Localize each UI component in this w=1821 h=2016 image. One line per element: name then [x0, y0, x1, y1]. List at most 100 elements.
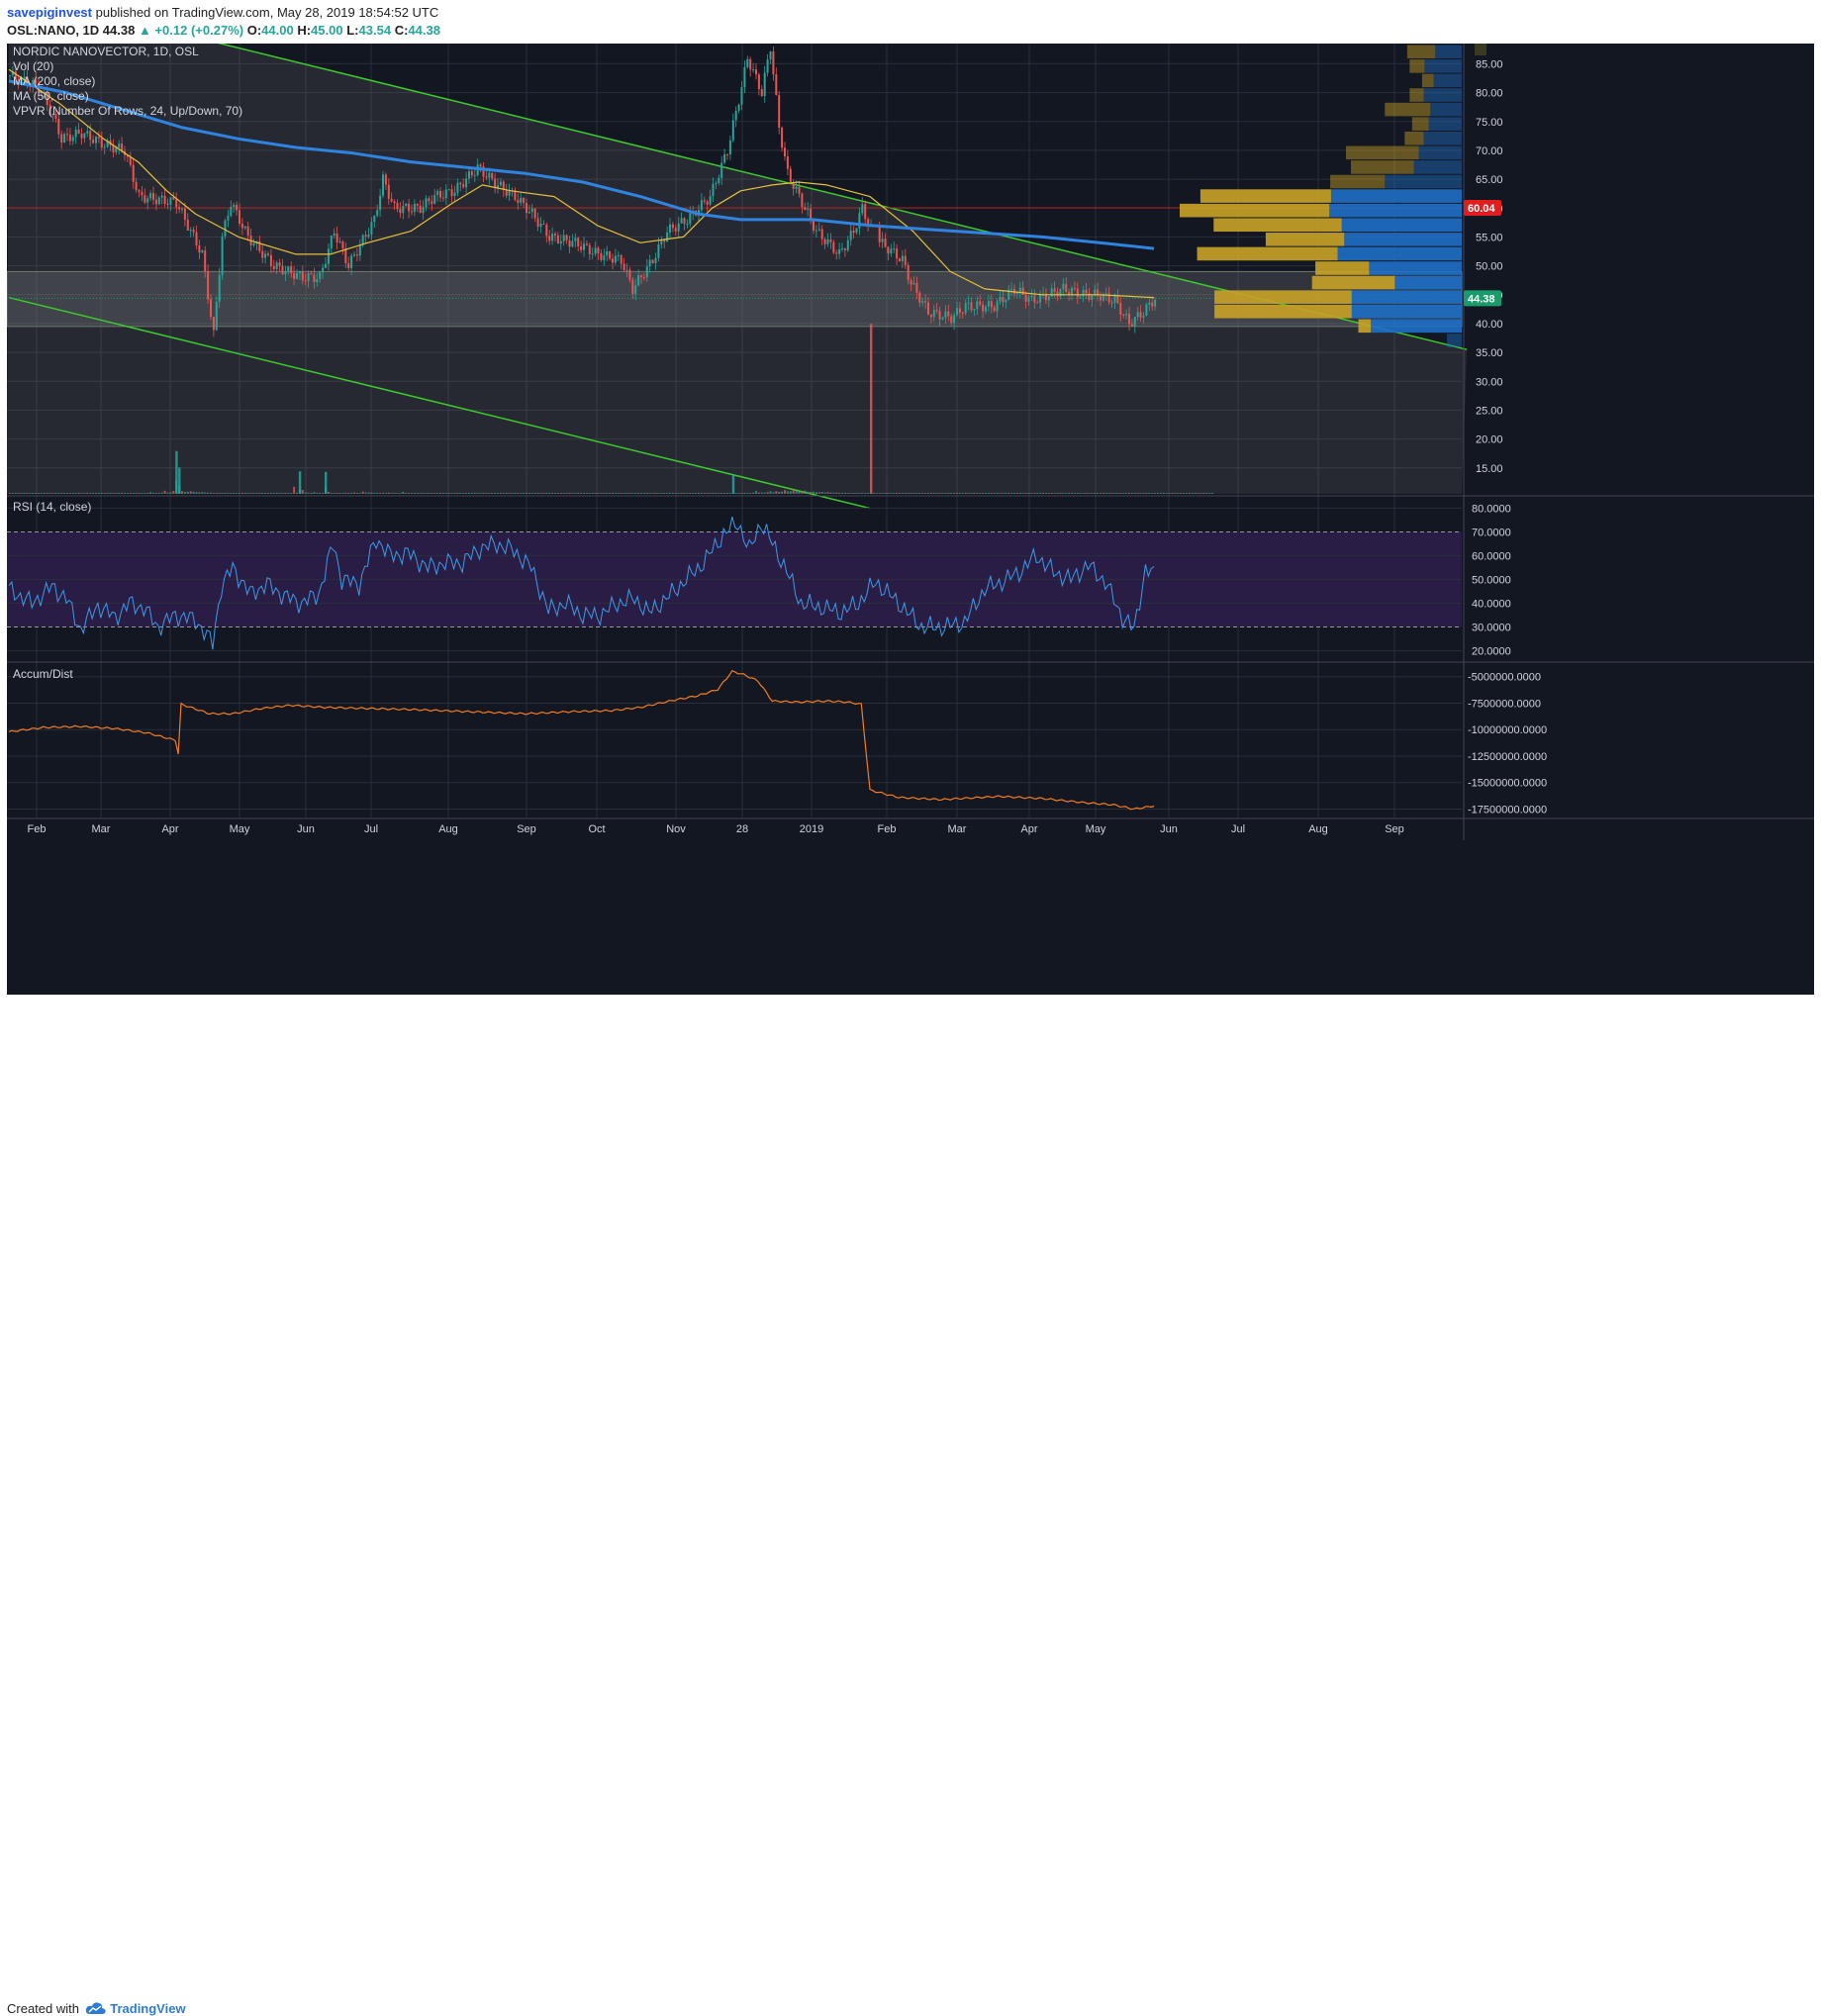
- candle-body: [499, 181, 502, 186]
- candle-body: [444, 189, 447, 199]
- volume-bar: [505, 493, 508, 494]
- candle-body: [792, 181, 795, 189]
- volume-bar: [757, 492, 760, 494]
- price-tag: [1464, 200, 1501, 217]
- candle-body: [439, 190, 441, 198]
- volume-bar: [580, 493, 583, 494]
- candle-body: [852, 231, 855, 234]
- volume-bar: [950, 493, 953, 494]
- volume-bar: [669, 493, 671, 494]
- vpvr-up-bar: [1423, 88, 1462, 102]
- candle-body: [657, 243, 660, 258]
- volume-bar: [755, 491, 757, 494]
- volume-bar: [1199, 493, 1202, 494]
- volume-spike-bar: [178, 467, 181, 494]
- publisher-link[interactable]: savepiginvest: [7, 5, 92, 20]
- volume-bar: [603, 493, 606, 494]
- candle-body: [674, 228, 677, 232]
- vpvr-down-bar: [1406, 45, 1436, 59]
- volume-bar: [215, 492, 218, 494]
- candle-body: [904, 255, 907, 265]
- volume-bar: [772, 492, 775, 494]
- volume-bar: [1168, 493, 1171, 494]
- volume-bar: [583, 493, 585, 494]
- volume-bar: [723, 493, 726, 494]
- chart-canvas[interactable]: 85.0080.0075.0070.0065.0060.0055.0050.00…: [7, 44, 1814, 995]
- volume-bar: [221, 492, 224, 494]
- volume-bar: [239, 493, 240, 494]
- candle-body: [178, 207, 181, 210]
- volume-bar: [597, 493, 600, 494]
- volume-bar: [728, 493, 731, 494]
- candle-body: [660, 240, 663, 244]
- volume-bar: [138, 493, 141, 494]
- candle-body: [843, 248, 846, 250]
- volume-bar: [447, 493, 450, 494]
- volume-bar: [542, 493, 545, 494]
- candle-body: [958, 308, 961, 313]
- rsi-pane[interactable]: [7, 507, 1462, 652]
- volume-bar: [565, 493, 568, 494]
- rsi-axis-tick: 30.0000: [1472, 623, 1511, 634]
- volume-bar: [781, 491, 784, 494]
- volume-bar: [396, 493, 399, 494]
- tradingview-brand-link[interactable]: TradingView: [110, 2001, 186, 2016]
- candle-body: [175, 199, 178, 208]
- volume-bar: [124, 493, 126, 494]
- candle-body: [881, 239, 884, 242]
- ad-axis-tick: -12500000.0000: [1468, 751, 1547, 763]
- volume-bar: [382, 492, 384, 494]
- volume-bar: [867, 493, 870, 494]
- candle-body: [319, 272, 322, 279]
- volume-bar: [186, 491, 189, 494]
- volume-bar: [657, 493, 660, 494]
- accum-dist-pane[interactable]: [7, 669, 1462, 811]
- candle-body: [645, 265, 648, 278]
- volume-bar: [594, 493, 597, 494]
- volume-bar: [591, 493, 594, 494]
- candle-body: [287, 266, 290, 272]
- vpvr-up-bar: [1351, 290, 1462, 304]
- high-value: 45.00: [311, 23, 343, 38]
- candle-body: [1018, 287, 1021, 292]
- vpvr-down-bar: [1213, 218, 1342, 233]
- volume-bar: [695, 493, 698, 494]
- candle-body: [734, 110, 737, 121]
- volume-bar: [849, 493, 852, 494]
- candle-body: [275, 262, 278, 269]
- candle-body: [1073, 288, 1076, 290]
- volume-bar: [1177, 493, 1180, 494]
- ad-axis-tick: -17500000.0000: [1468, 805, 1547, 816]
- volume-bar: [588, 493, 591, 494]
- candle-body: [829, 239, 832, 242]
- candle-body: [92, 140, 95, 144]
- volume-bar: [310, 492, 313, 494]
- vpvr-up-bar: [1351, 304, 1462, 319]
- volume-bar: [103, 493, 106, 494]
- volume-bar: [43, 493, 46, 494]
- volume-bar: [631, 493, 634, 494]
- vpvr-up-bar: [1394, 275, 1462, 290]
- time-axis-tick: May: [230, 823, 250, 835]
- candle-body: [63, 134, 66, 144]
- candle-body: [364, 235, 367, 238]
- volume-bar: [574, 493, 577, 494]
- volume-bar: [1171, 493, 1174, 494]
- candle-body: [1116, 296, 1119, 304]
- price-pane[interactable]: [7, 44, 1468, 510]
- candle-body: [832, 241, 835, 253]
- volume-bar: [1082, 493, 1085, 494]
- candle-body: [565, 235, 568, 240]
- candle-body: [723, 153, 726, 163]
- volume-bar: [1102, 493, 1104, 494]
- candle-body: [181, 208, 183, 210]
- candle-body: [878, 225, 881, 242]
- candle-body: [571, 240, 574, 247]
- rsi-axis-tick: 20.0000: [1472, 646, 1511, 658]
- volume-bar: [29, 493, 32, 494]
- candle-body: [146, 198, 149, 203]
- volume-bar: [861, 493, 864, 494]
- candle-body: [1068, 291, 1071, 296]
- volume-bar: [545, 493, 548, 494]
- volume-bar: [1104, 493, 1107, 494]
